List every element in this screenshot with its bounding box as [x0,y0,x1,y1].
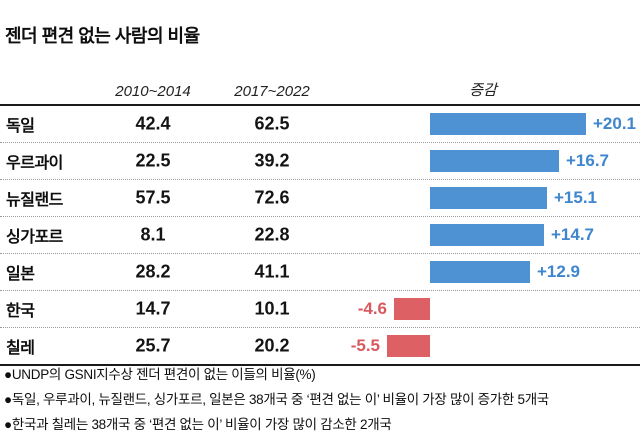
value-2017-2022: 10.1 [254,298,290,319]
country-label: 뉴질랜드 [6,192,63,209]
footnote-increase: ●독일, 우루과이, 뉴질랜드, 싱가포르, 일본은 38개국 중 ‘편견 없는… [4,392,549,407]
table-row: 일본 28.2 41.1 +12.9 [0,254,640,291]
column-headers: 2010~2014 2017~2022 증감 [0,76,640,102]
country-label: 우르과이 [6,155,63,172]
change-value-label: +20.1 [593,114,637,133]
value-2017-2022: 72.6 [254,187,290,208]
change-value-label: +16.7 [566,151,610,170]
change-bar-positive [430,261,530,283]
value-2017-2022: 22.8 [254,224,290,245]
table-row: 뉴질랜드 57.5 72.6 +15.1 [0,180,640,217]
table-row: 독일 42.4 62.5 +20.1 [0,106,640,143]
country-label: 싱가포르 [6,229,63,246]
change-value-label: -4.6 [357,299,387,318]
country-label: 독일 [6,118,35,135]
change-bar-negative [387,335,430,357]
column-header-2017-2022: 2017~2022 [234,83,310,100]
country-label: 일본 [6,266,35,283]
change-bar-positive [430,150,559,172]
column-header-change: 증감 [469,82,497,99]
change-value-label: +14.7 [551,225,595,244]
value-2010-2014: 28.2 [135,261,171,282]
value-2017-2022: 41.1 [254,261,290,282]
footnote-source: ●UNDP의 GSNI지수상 젠더 편견이 없는 이들의 비율(%) [4,367,316,382]
value-2017-2022: 39.2 [254,150,290,171]
table-row: 우르과이 22.5 39.2 +16.7 [0,143,640,180]
table-row: 칠레 25.7 20.2 -5.5 [0,328,640,364]
change-bar-positive [430,113,586,135]
page-title: 젠더 편견 없는 사람의 비율 [5,26,200,46]
change-value-label: -5.5 [350,336,380,355]
footnote-decrease: ●한국과 칠레는 38개국 중 ‘편견 없는 이’ 비율이 가장 많이 감소한 … [4,417,392,432]
change-bar-positive [430,224,544,246]
change-bar-negative [394,298,430,320]
value-2010-2014: 42.4 [135,113,171,134]
value-2010-2014: 8.1 [140,224,166,245]
value-2010-2014: 14.7 [135,298,171,319]
value-2010-2014: 22.5 [135,150,171,171]
country-label: 한국 [6,303,35,320]
value-2010-2014: 25.7 [135,335,171,356]
country-label: 칠레 [6,340,35,357]
change-value-label: +15.1 [554,188,598,207]
table-body: 독일 42.4 62.5 +20.1 우르과이 22.5 39.2 +16.7 뉴질랜드 57.5… [0,104,640,366]
value-2010-2014: 57.5 [135,187,171,208]
change-value-label: +12.9 [537,262,581,281]
value-2017-2022: 20.2 [254,335,290,356]
column-header-2010-2014: 2010~2014 [115,83,191,100]
table-row: 싱가포르 8.1 22.8 +14.7 [0,217,640,254]
table-row: 한국 14.7 10.1 -4.6 [0,291,640,328]
footnotes: ●UNDP의 GSNI지수상 젠더 편견이 없는 이들의 비율(%) ●독일, … [4,362,636,437]
value-2017-2022: 62.5 [254,113,290,134]
change-bar-positive [430,187,547,209]
